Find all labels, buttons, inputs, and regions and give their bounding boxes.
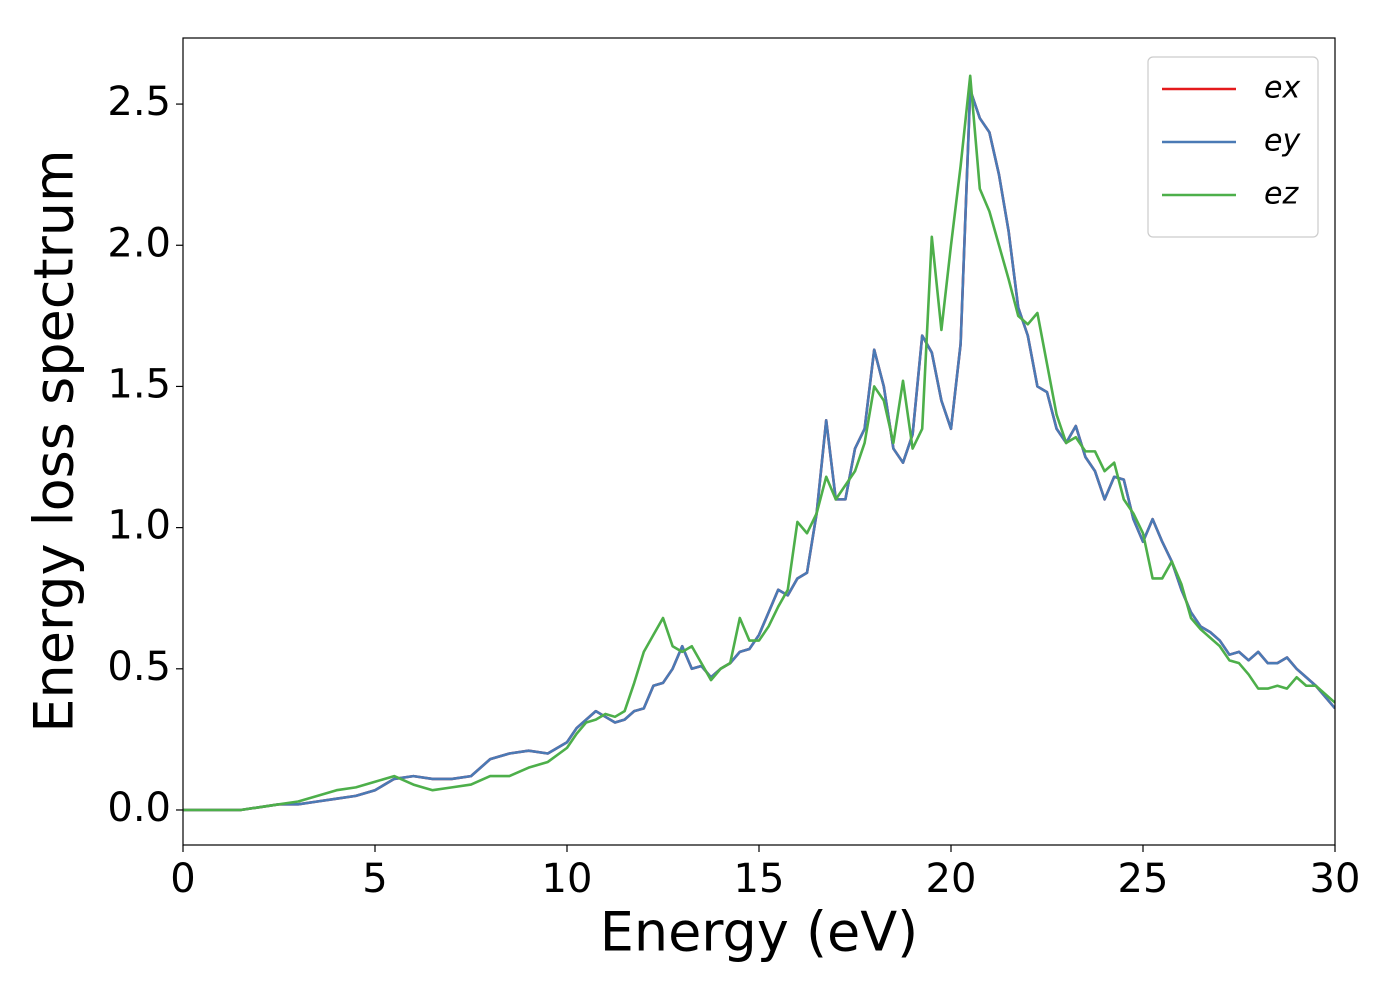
series-line [183,74,1335,812]
legend-label: ey [1264,124,1301,159]
y-tick-label: 1.5 [107,361,171,407]
y-axis-label: Energy loss spectrum [23,149,86,732]
x-tick-label: 30 [1310,856,1361,902]
legend-box [1147,56,1319,238]
x-tick-label: 5 [362,856,387,902]
x-axis-label: Energy (eV) [600,901,919,964]
legend-label: ez [1264,177,1299,212]
x-tick-label: 25 [1118,856,1169,902]
plot-frame [182,37,1336,846]
y-tick-label: 2.5 [107,79,171,125]
y-tick-label: 1.0 [107,503,171,549]
y-tick-label: 0.5 [107,644,171,690]
x-tick-label: 0 [170,856,195,902]
y-tick-label: 2.0 [107,220,171,266]
legend-label: ex [1264,71,1300,106]
y-tick-label: 0.0 [107,785,171,831]
x-tick-label: 20 [926,856,977,902]
x-tick-label: 10 [542,856,593,902]
x-tick-label: 15 [734,856,785,902]
